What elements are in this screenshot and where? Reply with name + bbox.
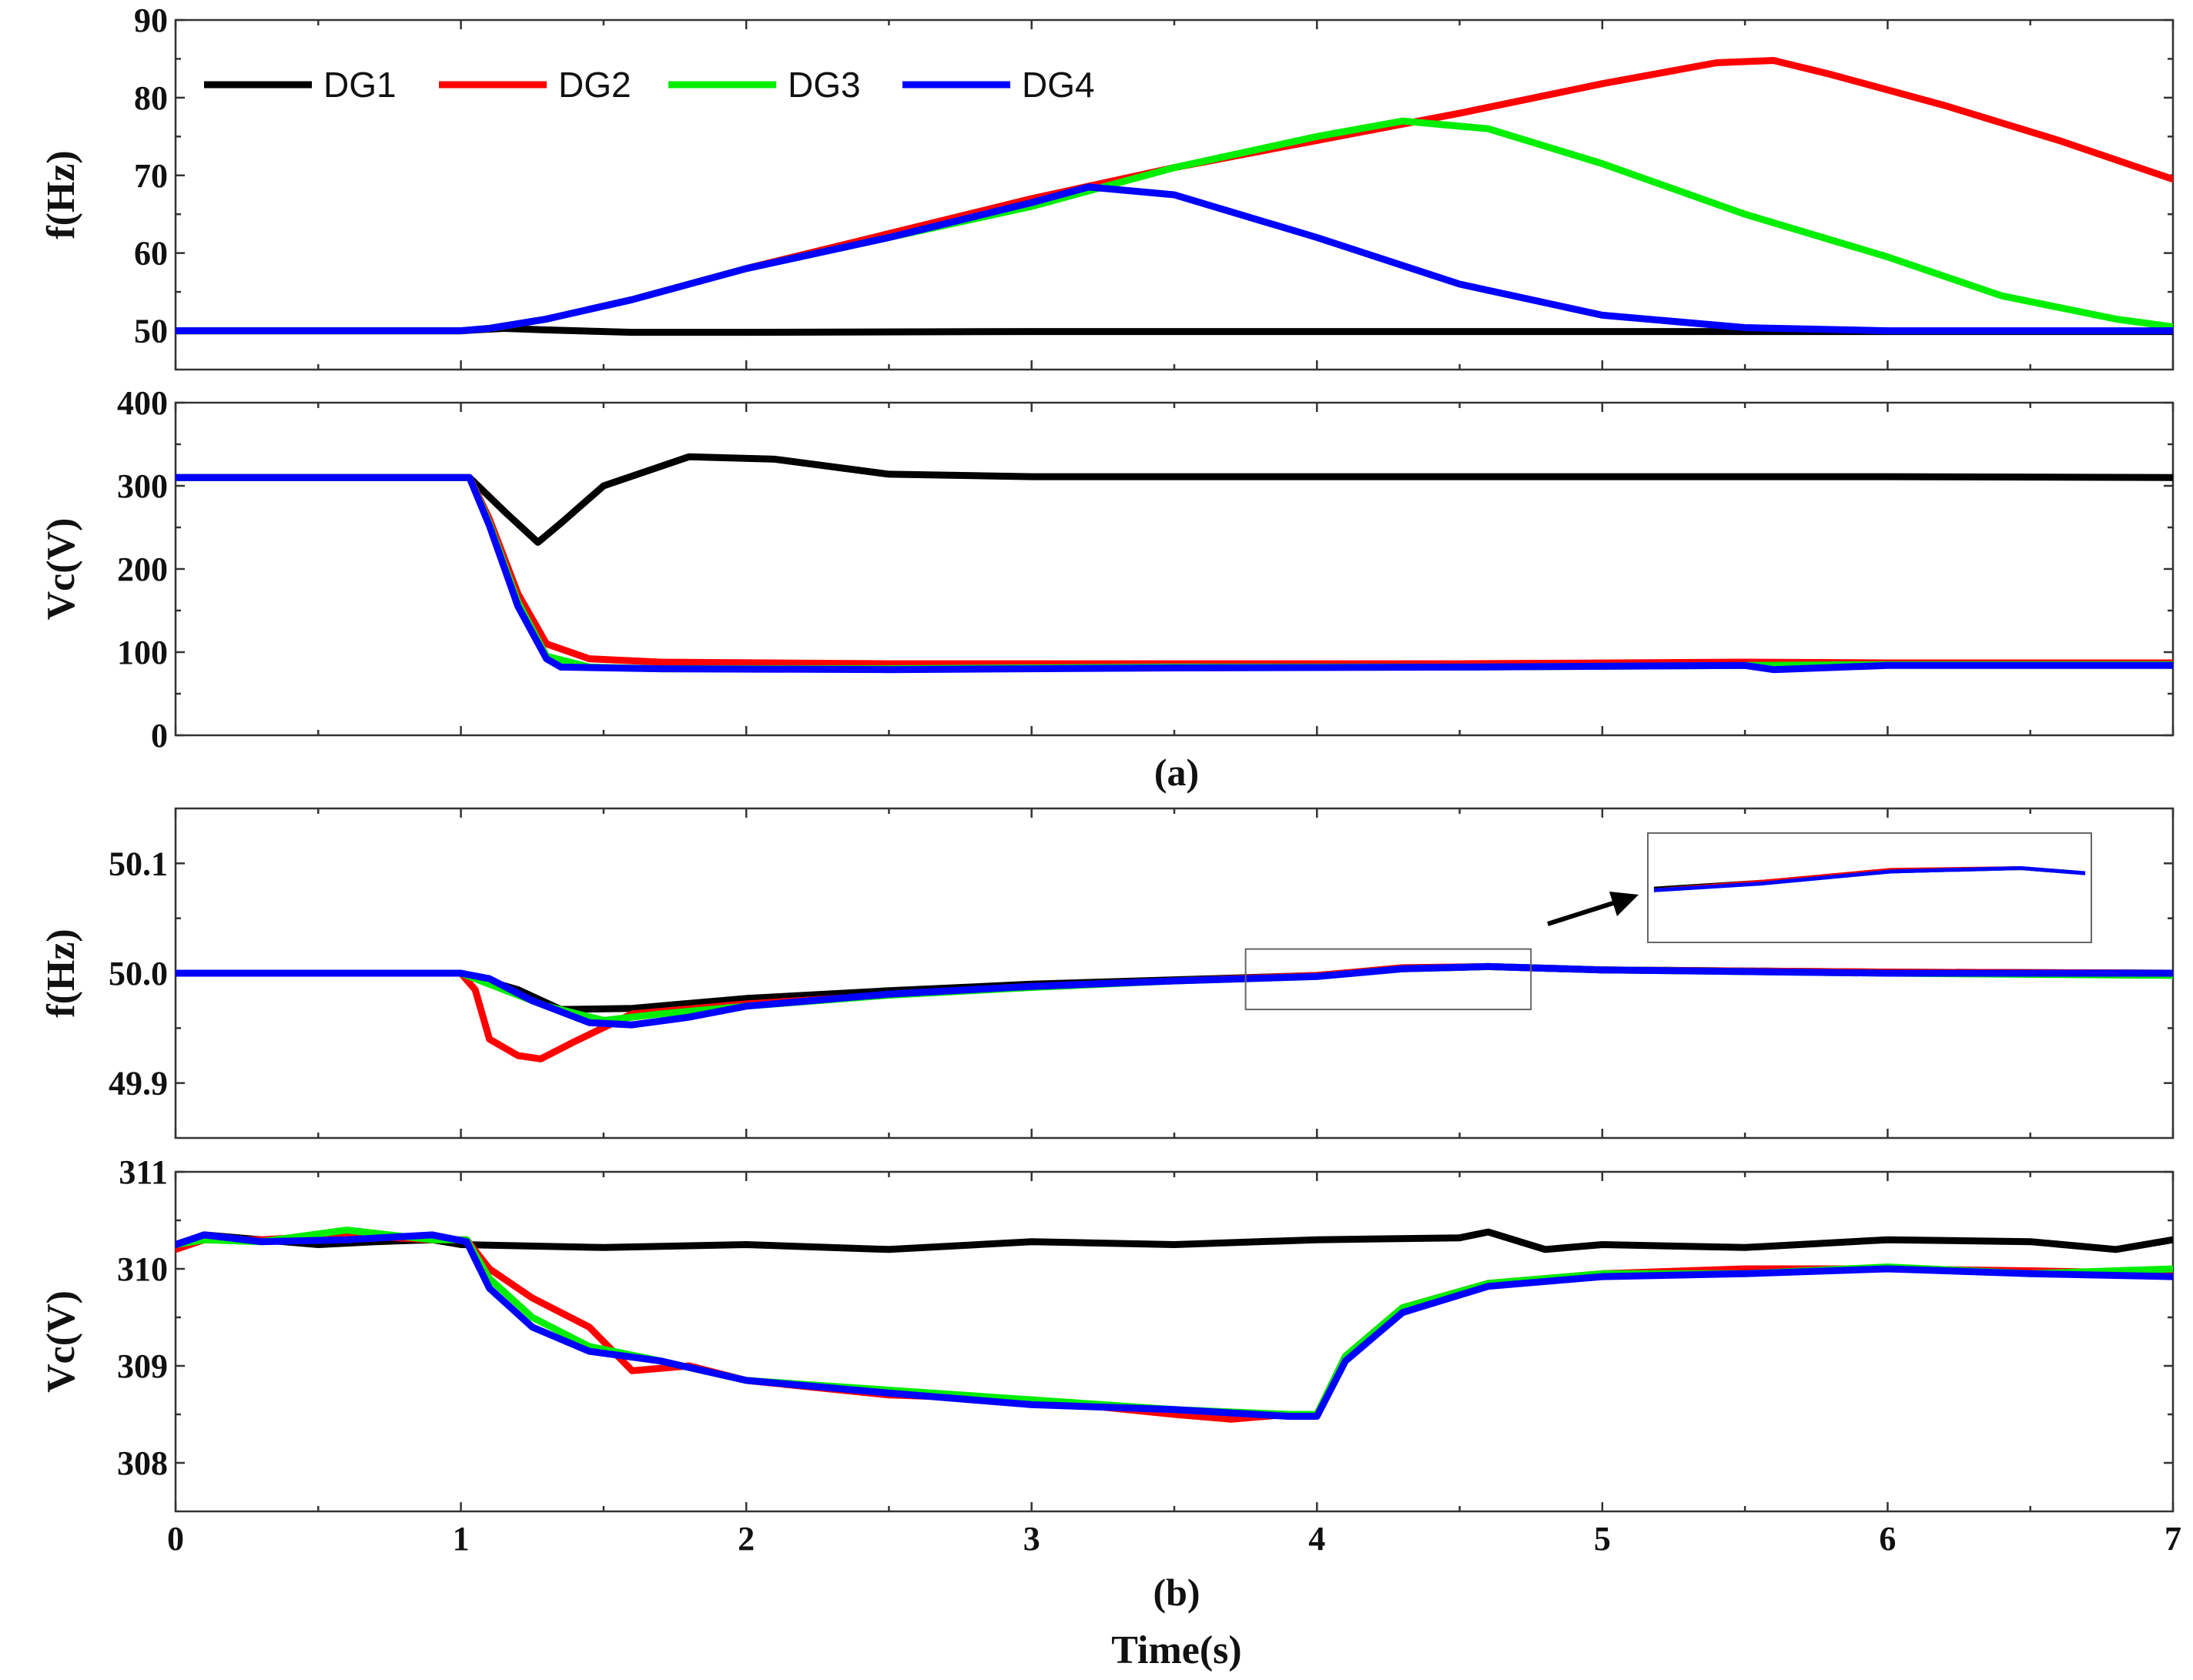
- y-tick-label: 90: [134, 2, 168, 39]
- y-axis-title: Vc(V): [39, 518, 83, 621]
- x-tick-label: 0: [167, 1520, 184, 1558]
- x-tick-label: 7: [2165, 1520, 2181, 1558]
- panel-a-voltage: 0 100 200 300 400 Vc(V): [39, 384, 2175, 755]
- x-tick-label: 6: [1879, 1520, 1896, 1558]
- x-tick-label: 5: [1594, 1520, 1611, 1558]
- zoom-inset: [1244, 832, 2092, 1011]
- legend-label-dg3: DG3: [788, 65, 861, 105]
- y-tick-label: 100: [117, 634, 168, 671]
- y-tick-label: 200: [117, 551, 168, 588]
- y-tick-label: 80: [134, 79, 168, 117]
- series-line-dg4: [176, 1231, 2173, 1420]
- series-group: [176, 1227, 2173, 1423]
- y-tick-label: 50.1: [109, 845, 168, 882]
- x-tick-label: 2: [738, 1520, 755, 1558]
- y-axis-title: f(Hz): [39, 929, 83, 1017]
- y-tick-label: 400: [117, 384, 168, 422]
- y-axis-title: f(Hz): [39, 150, 83, 239]
- y-tick-label: 70: [134, 157, 168, 195]
- series-line-dg4: [176, 962, 2173, 1029]
- series-group: [176, 453, 2173, 674]
- caption-b: (b): [1153, 1571, 1200, 1614]
- legend: DG1 DG2 DG3 DG4: [204, 65, 1095, 105]
- x-tick-label: 4: [1308, 1520, 1325, 1558]
- y-tick-label: 0: [151, 717, 168, 755]
- caption-a: (a): [1154, 751, 1199, 794]
- legend-label-dg2: DG2: [558, 65, 631, 105]
- panel-b-voltage: 0 1 2 3 4 5 6 7 308 309 310 311 Vc(V): [39, 1153, 2181, 1558]
- series-line-dg1: [176, 453, 2173, 546]
- zoom-region-box: [1244, 948, 1532, 1011]
- panel-a-frequency: 50 60 70 80 90 f(Hz): [39, 2, 2175, 371]
- zoom-arrow-shaft: [1547, 900, 1616, 926]
- y-tick-label: 310: [117, 1250, 168, 1288]
- y-tick-label: 311: [119, 1153, 168, 1191]
- series-line-dg4: [176, 183, 2173, 335]
- legend-label-dg1: DG1: [323, 65, 397, 105]
- x-tick-label: 1: [453, 1520, 470, 1558]
- y-axis-title: Vc(V): [39, 1290, 83, 1393]
- y-tick-label: 50.0: [109, 955, 168, 992]
- panel-b-frequency: 49.9 50.0 50.1 f(Hz): [39, 807, 2175, 1140]
- legend-label-dg4: DG4: [1022, 65, 1095, 105]
- y-tick-label: 49.9: [109, 1065, 168, 1103]
- y-tick-label: 309: [117, 1347, 168, 1385]
- x-axis-title: Time(s): [1111, 1628, 1241, 1672]
- y-tick-label: 300: [117, 467, 168, 505]
- y-tick-label: 308: [117, 1444, 168, 1482]
- zoom-arrow-head: [1609, 892, 1639, 916]
- y-tick-label: 60: [134, 235, 168, 273]
- y-tick-label: 50: [134, 313, 168, 350]
- series-group: [176, 57, 2173, 336]
- inset-line-dg4: [1653, 866, 2086, 892]
- x-tick-label: 3: [1023, 1520, 1040, 1558]
- series-group: [176, 962, 2173, 1063]
- series-line-dg4: [176, 474, 2173, 674]
